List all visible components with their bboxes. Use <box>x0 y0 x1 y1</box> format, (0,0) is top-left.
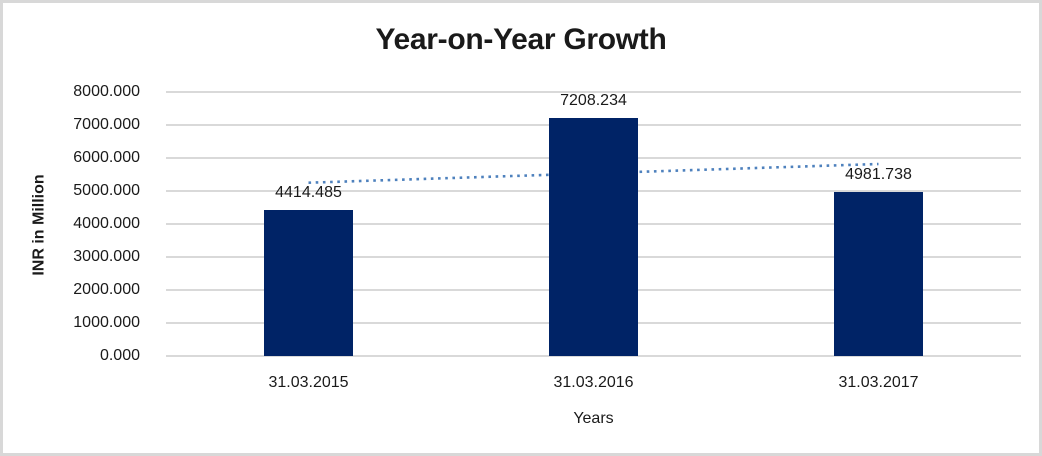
y-tick-label: 4000.000 <box>73 215 140 232</box>
x-tick-label: 31.03.2015 <box>268 374 349 391</box>
y-tick-label: 1000.000 <box>73 314 140 331</box>
plot-area: 4414.485 7208.234 4981.738 <box>166 91 1021 357</box>
y-tick-label: 5000.000 <box>73 182 140 199</box>
bar-data-label: 4981.738 <box>845 165 912 183</box>
gridline <box>166 91 1021 93</box>
bar-data-label: 4414.485 <box>275 184 342 202</box>
y-tick-label: 3000.000 <box>73 248 140 265</box>
y-tick-label: 8000.000 <box>73 83 140 100</box>
x-axis-tick-labels: 31.03.2015 31.03.2016 31.03.2017 <box>166 374 1021 394</box>
x-tick-label: 31.03.2017 <box>838 374 919 391</box>
y-tick-label: 7000.000 <box>73 116 140 133</box>
bar <box>549 118 638 356</box>
bar <box>834 191 923 356</box>
bar <box>264 210 353 356</box>
trendline <box>308 162 879 185</box>
gridline <box>166 355 1021 357</box>
chart-title: Year-on-Year Growth <box>375 23 667 56</box>
y-tick-label: 0.000 <box>99 347 140 364</box>
x-tick-label: 31.03.2016 <box>553 374 634 391</box>
y-axis-tick-labels: 0.000 1000.000 2000.000 3000.000 4000.000 500… <box>3 83 153 364</box>
x-axis-title: Years <box>573 410 614 427</box>
y-tick-label: 6000.000 <box>73 149 140 166</box>
bar-data-label: 7208.234 <box>560 92 627 110</box>
y-tick-label: 2000.000 <box>73 281 140 298</box>
